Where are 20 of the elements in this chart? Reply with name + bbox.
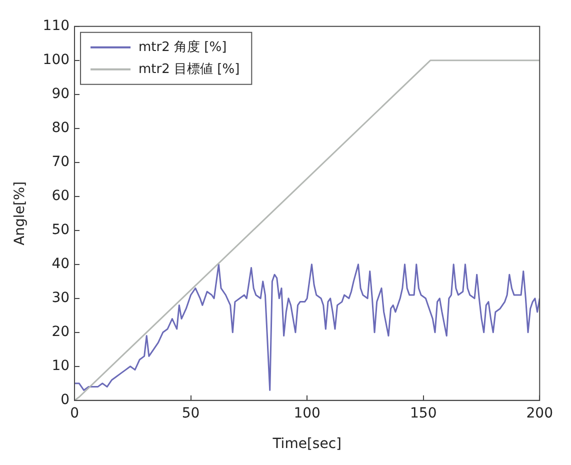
x-axis-title: Time[sec] [272, 436, 342, 452]
y-tick-label: 80 [52, 120, 70, 136]
y-tick-label: 60 [52, 188, 70, 204]
y-tick-label: 110 [42, 18, 70, 34]
y-axis-title: Angle[%] [12, 181, 28, 246]
x-tick-label: 150 [410, 405, 437, 422]
x-tick-label: 200 [526, 405, 554, 422]
y-tick-label: 40 [52, 256, 70, 272]
y-tick-label: 70 [52, 154, 70, 170]
legend-label: mtr2 角度 [%] [138, 38, 227, 55]
legend-label: mtr2 目標値 [%] [138, 62, 240, 77]
y-tick-label: 30 [52, 290, 70, 306]
x-tick-label: 100 [294, 405, 320, 422]
x-tick-label: 50 [182, 405, 200, 422]
y-tick-label: 100 [42, 52, 70, 68]
y-tick-label: 50 [52, 222, 70, 238]
y-tick-label: 0 [60, 392, 70, 408]
y-tick-label: 10 [52, 358, 70, 374]
y-tick-label: 90 [52, 86, 70, 102]
y-tick-label: 20 [52, 324, 70, 340]
